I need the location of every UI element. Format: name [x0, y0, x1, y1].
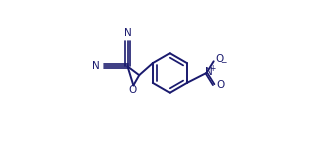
Text: O: O: [128, 85, 136, 95]
Text: N: N: [92, 61, 100, 71]
Text: N: N: [124, 28, 131, 38]
Text: N: N: [205, 67, 213, 77]
Text: O: O: [217, 80, 225, 90]
Text: O: O: [216, 54, 224, 64]
Text: −: −: [220, 58, 227, 67]
Text: +: +: [209, 64, 215, 73]
